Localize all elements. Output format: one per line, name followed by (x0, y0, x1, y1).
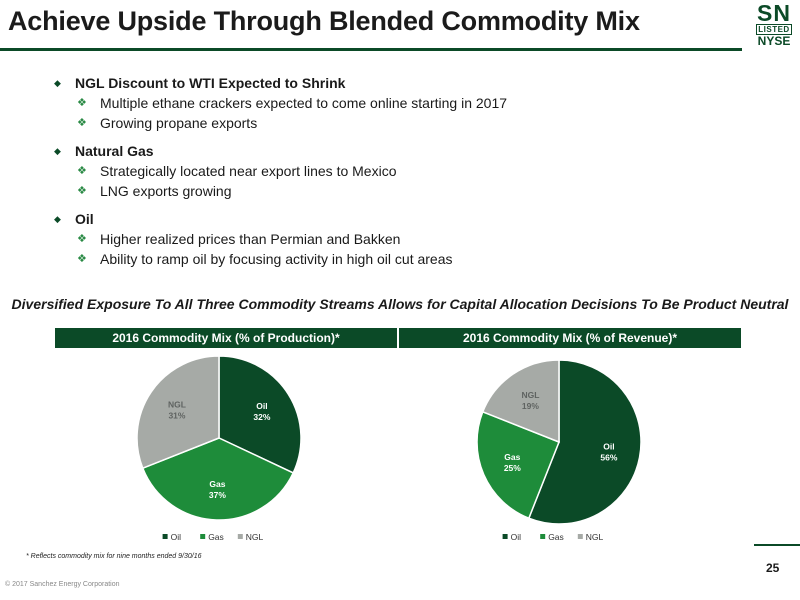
sub-bullet: ❖ Higher realized prices than Permian and… (54, 229, 754, 249)
pie-slice-oil (527, 359, 642, 525)
legend-swatch (200, 534, 206, 539)
bullet-list: ◆ NGL Discount to WTI Expected to Shrink … (54, 74, 754, 269)
bullet-label: NGL Discount to WTI Expected to Shrink (75, 75, 346, 91)
diamond-sub-bullet-icon: ❖ (77, 165, 87, 177)
revenue-chart-title: 2016 Commodity Mix (% of Revenue)* (399, 328, 741, 348)
diamond-bullet-icon: ◆ (54, 146, 61, 156)
pie-slice-ngl (136, 355, 220, 470)
legend-swatch (162, 534, 168, 539)
sub-bullet-text: Ability to ramp oil by focusing activity… (100, 251, 453, 267)
sn-nyse-logo: SN LISTED NYSE (750, 2, 798, 48)
sub-bullet: ❖ Strategically located near export lines… (54, 161, 754, 181)
slice-value-oil: 32% (253, 412, 270, 422)
legend-label: Oil (171, 532, 182, 542)
slice-label-gas: Gas (209, 479, 225, 489)
legend-label: NGL (586, 532, 604, 542)
sub-bullet-text: Growing propane exports (100, 115, 258, 131)
bottom-rule (754, 544, 800, 546)
sub-bullet-text: Higher realized prices than Permian and … (100, 231, 401, 247)
logo-ticker: SN (757, 0, 791, 26)
pie-slice-gas (141, 437, 295, 521)
slice-label-oil: Oil (256, 401, 267, 411)
bullet-label: Oil (75, 211, 94, 227)
bullet-label: Natural Gas (75, 143, 154, 159)
diamond-sub-bullet-icon: ❖ (77, 253, 87, 265)
title-rule (0, 48, 742, 51)
logo-exchange: NYSE (757, 34, 791, 48)
bullet-ngl: ◆ NGL Discount to WTI Expected to Shrink (54, 74, 754, 93)
chart-subheading: Diversified Exposure To All Three Commod… (11, 296, 789, 312)
legend-label: NGL (246, 532, 264, 542)
slice-value-ngl: 31% (168, 410, 185, 420)
legend-item-gas: Gas (540, 532, 564, 542)
pie-slice-gas (476, 410, 560, 520)
diamond-sub-bullet-icon: ❖ (77, 97, 87, 109)
sub-bullet-text: Multiple ethane crackers expected to com… (100, 95, 508, 111)
pie-slice-oil (218, 355, 302, 474)
bullet-oil: ◆ Oil (54, 210, 754, 229)
page-title: Achieve Upside Through Blended Commodity… (8, 6, 640, 36)
copyright: © 2017 Sanchez Energy Corporation (5, 581, 120, 588)
diamond-sub-bullet-icon: ❖ (77, 185, 87, 197)
sub-bullet-text: LNG exports growing (100, 183, 232, 199)
legend-item-oil: Oil (162, 532, 182, 542)
slice-value-gas: 25% (504, 463, 521, 473)
slice-value-ngl: 19% (522, 401, 539, 411)
legend-item-oil: Oil (502, 532, 521, 542)
legend-swatch (237, 534, 243, 539)
diamond-sub-bullet-icon: ❖ (77, 233, 87, 245)
sub-bullet-text: Strategically located near export lines … (100, 163, 397, 179)
logo-listed: LISTED (756, 24, 792, 35)
slice-label-oil: Oil (603, 442, 614, 452)
legend-item-ngl: NGL (577, 532, 604, 542)
production-chart-title: 2016 Commodity Mix (% of Production)* (55, 328, 397, 348)
legend-swatch (540, 534, 546, 539)
footnote: * Reflects commodity mix for nine months… (26, 553, 202, 560)
slice-value-oil: 56% (600, 453, 617, 463)
legend-item-gas: Gas (200, 532, 224, 542)
legend-item-ngl: NGL (237, 532, 264, 542)
legend-swatch (502, 534, 508, 539)
sub-bullet: ❖ Growing propane exports (54, 113, 754, 133)
legend-label: Oil (511, 532, 521, 542)
slice-label-ngl: NGL (521, 390, 539, 400)
legend-label: Gas (208, 532, 224, 542)
sub-bullet: ❖ Ability to ramp oil by focusing activit… (54, 249, 754, 269)
diamond-bullet-icon: ◆ (54, 214, 61, 224)
legend-label: Gas (548, 532, 564, 542)
slice-value-gas: 37% (209, 490, 226, 500)
slice-label-gas: Gas (504, 452, 520, 462)
diamond-bullet-icon: ◆ (54, 78, 61, 88)
diamond-sub-bullet-icon: ❖ (77, 117, 87, 129)
page-number: 25 (766, 561, 780, 575)
slice-label-ngl: NGL (168, 399, 186, 409)
sub-bullet: ❖ LNG exports growing (54, 181, 754, 201)
sub-bullet: ❖ Multiple ethane crackers expected to co… (54, 93, 754, 113)
pie-slice-ngl (481, 359, 560, 444)
bullet-natural-gas: ◆ Natural Gas (54, 142, 754, 161)
legend-swatch (577, 534, 583, 539)
